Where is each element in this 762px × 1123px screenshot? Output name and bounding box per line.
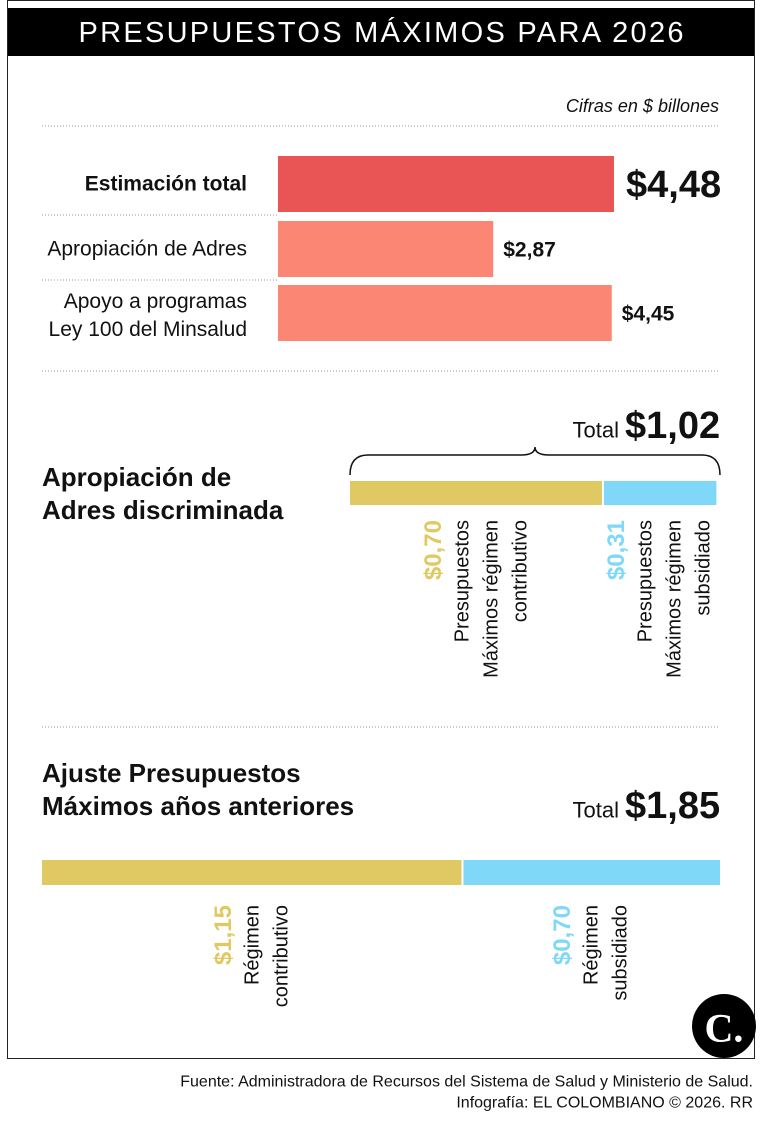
segment-value: $0,70	[549, 905, 576, 965]
segment-name: Régimen contributivo	[242, 905, 293, 1007]
segment-name: Régimen subsidiado	[581, 905, 632, 1001]
segment-value: $0,70	[420, 520, 447, 580]
segment-value: $0,31	[603, 520, 630, 580]
total-value: $1,02	[625, 405, 720, 447]
total-label: Total	[573, 798, 619, 823]
category-label: Estimación total	[85, 173, 247, 196]
segment-name: Presupuestos Máximos régimen subsidiado	[635, 520, 715, 678]
total-value: $1,85	[625, 785, 720, 827]
value-label: $4,48	[626, 164, 721, 206]
stacked-segment	[463, 860, 720, 885]
stacked-segment	[350, 481, 602, 505]
source: Fuente: Administradora de Recursos del S…	[180, 1074, 753, 1091]
brace	[349, 446, 721, 476]
header-bar	[8, 8, 754, 56]
category-label: Apoyo a programas Ley 100 del Minsalud	[49, 290, 247, 341]
bar	[278, 156, 614, 212]
units-note: Cifras en $ billones	[566, 96, 719, 116]
header-title: PRESUPUESTOS MÁXIMOS PARA 2026	[79, 16, 684, 49]
stacked-segment	[603, 481, 717, 505]
frame	[7, 0, 755, 1059]
value-label: $2,87	[503, 239, 556, 262]
bar	[278, 221, 494, 277]
logo	[692, 994, 756, 1058]
credit: Infografía: EL COLOMBIANO © 2026. RR	[456, 1095, 753, 1112]
bar	[278, 285, 612, 341]
stacked-segment	[42, 860, 462, 885]
segment-value: $1,15	[210, 905, 237, 965]
section-title: Apropiación de Adres discriminada	[42, 462, 284, 525]
total-label: Total	[573, 418, 619, 443]
logo-text: C.	[705, 1006, 744, 1051]
value-label: $4,45	[622, 303, 675, 326]
segment-name: Presupuestos Máximos régimen contributivo	[451, 520, 531, 678]
section-title: Ajuste Presupuestos Máximos años anterior…	[42, 758, 354, 821]
category-label: Apropiación de Adres	[47, 238, 247, 261]
